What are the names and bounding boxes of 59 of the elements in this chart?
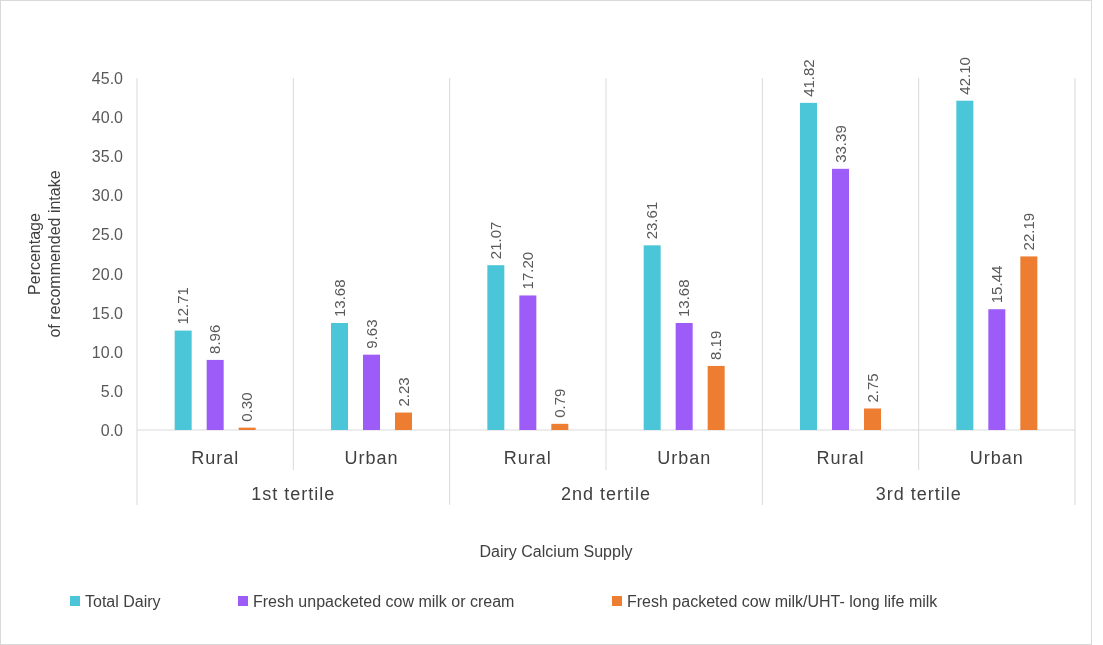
- data-label: 23.61: [643, 201, 661, 240]
- data-label: 9.63: [362, 319, 380, 349]
- data-label: 8.19: [707, 330, 725, 360]
- data-label: 12.71: [174, 287, 192, 325]
- y-tick-label: 20.0: [91, 265, 124, 283]
- data-label: 13.68: [330, 279, 348, 317]
- bar: [519, 295, 537, 430]
- y-tick-label: 35.0: [91, 148, 124, 166]
- data-label: 2.75: [863, 373, 881, 403]
- bar: [331, 322, 348, 430]
- data-label: 0.79: [550, 388, 568, 418]
- bar: [675, 322, 693, 430]
- x-tick-label: Rural: [816, 448, 865, 468]
- y-tick-label: 30.0: [91, 187, 124, 205]
- data-label: 42.10: [955, 57, 973, 95]
- bar: [1020, 256, 1038, 430]
- bar: [707, 365, 725, 430]
- bar: [395, 412, 412, 430]
- y-tick-label: 0.0: [100, 422, 124, 439]
- bar: [487, 265, 505, 430]
- data-label: 0.30: [238, 392, 256, 422]
- data-label: 2.23: [394, 377, 412, 407]
- legend-label: Total Dairy: [85, 593, 161, 610]
- bar: [988, 309, 1006, 430]
- data-label: 13.68: [675, 279, 693, 317]
- y-tick-label: 45.0: [91, 70, 124, 87]
- y-tick-label: 25.0: [91, 226, 124, 244]
- data-label: 15.44: [987, 265, 1005, 304]
- bar: [174, 330, 192, 430]
- legend-label: Fresh packeted cow milk/UHT- long life milk: [627, 593, 939, 610]
- bar: [832, 168, 849, 430]
- y-tick-label: 10.0: [91, 343, 124, 361]
- bar: [864, 408, 881, 430]
- bar: [363, 354, 380, 430]
- bar: [643, 245, 661, 430]
- bar: [956, 100, 974, 430]
- y-tick-label: 40.0: [91, 109, 124, 127]
- y-axis-title: Percentage of recommended intake: [26, 170, 63, 338]
- data-label: 41.82: [799, 59, 817, 97]
- text: 3rd tertile: [875, 484, 962, 504]
- bar: [800, 102, 817, 430]
- x-tick-label: Urban: [344, 448, 399, 468]
- bar: [206, 359, 224, 430]
- x-tick-label: Rural: [191, 448, 240, 468]
- data-label: 8.96: [206, 324, 224, 354]
- x-axis-title: Dairy Calcium Supply: [479, 543, 633, 560]
- x-tick-label: Urban: [969, 448, 1024, 468]
- data-label: 17.20: [518, 251, 536, 290]
- data-label: 22.19: [1019, 212, 1037, 251]
- text: 1st tertile: [251, 484, 336, 504]
- x-tick-label: Urban: [657, 448, 712, 468]
- x-tick-label: Rural: [503, 448, 552, 468]
- data-label: 21.07: [486, 221, 504, 260]
- text: 2nd tertile: [560, 484, 652, 504]
- legend-label: Fresh unpacketed cow milk or cream: [253, 593, 515, 610]
- y-tick-label: 15.0: [91, 304, 124, 322]
- y-tick-label: 5.0: [100, 382, 124, 400]
- data-label: 33.39: [831, 125, 849, 163]
- bar: [551, 423, 569, 430]
